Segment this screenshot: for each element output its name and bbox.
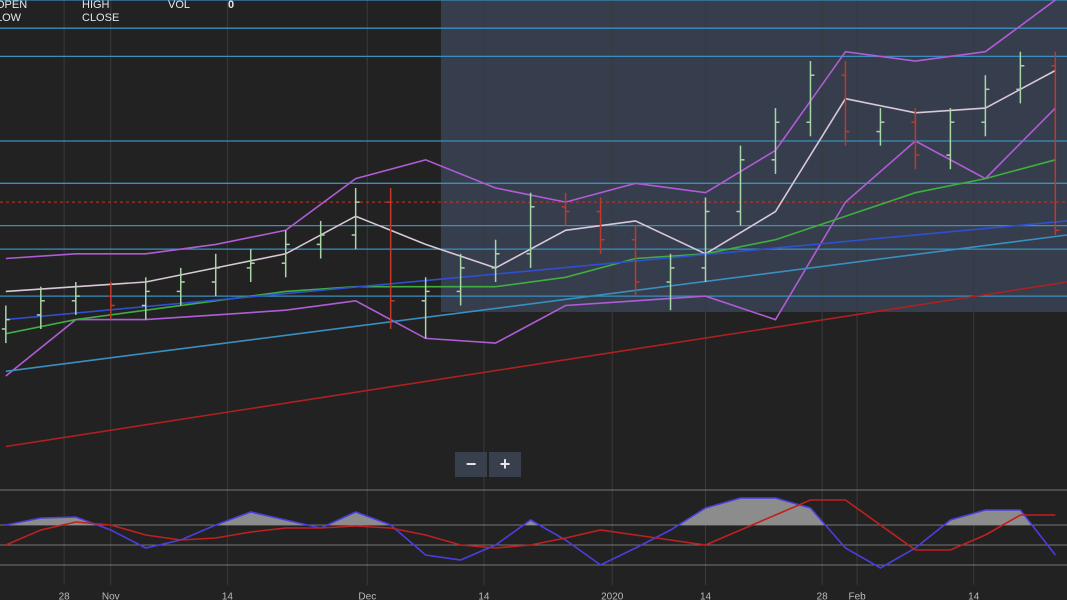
x-tick-label: Dec [358, 592, 376, 600]
header-label: OPEN [0, 0, 27, 11]
x-tick-label: Nov [102, 592, 120, 600]
zoom-out-label[interactable]: − [466, 454, 477, 474]
zoom-in-button[interactable] [489, 452, 521, 477]
x-tick-label: 14 [700, 592, 712, 600]
indicator-line [5, 107, 1056, 377]
header-label: HIGH [82, 0, 110, 11]
indicator-line [5, 220, 1067, 321]
indicator-line [5, 281, 1067, 448]
header-label: LOW [0, 12, 22, 24]
histogram-area [5, 498, 1056, 525]
x-tick-label: 2020 [601, 592, 624, 600]
x-tick-label: 14 [968, 592, 980, 600]
oscillator-line [5, 497, 1056, 569]
oscillator-line [5, 499, 1056, 551]
x-tick-label: 14 [478, 592, 490, 600]
zoom-controls: − + [455, 452, 521, 477]
indicator-line [5, 234, 1067, 373]
x-tick-label: 28 [817, 592, 829, 600]
header-label: VOL [168, 0, 190, 11]
zoom-in-label[interactable]: + [500, 454, 511, 474]
x-tick-label: Feb [848, 592, 866, 600]
header-label: CLOSE [82, 12, 119, 24]
x-tick-label: 28 [59, 592, 71, 600]
selection-zone [441, 0, 1067, 312]
header-value: 0 [228, 0, 234, 11]
zoom-out-button[interactable] [455, 452, 487, 477]
x-tick-label: 14 [222, 592, 234, 600]
